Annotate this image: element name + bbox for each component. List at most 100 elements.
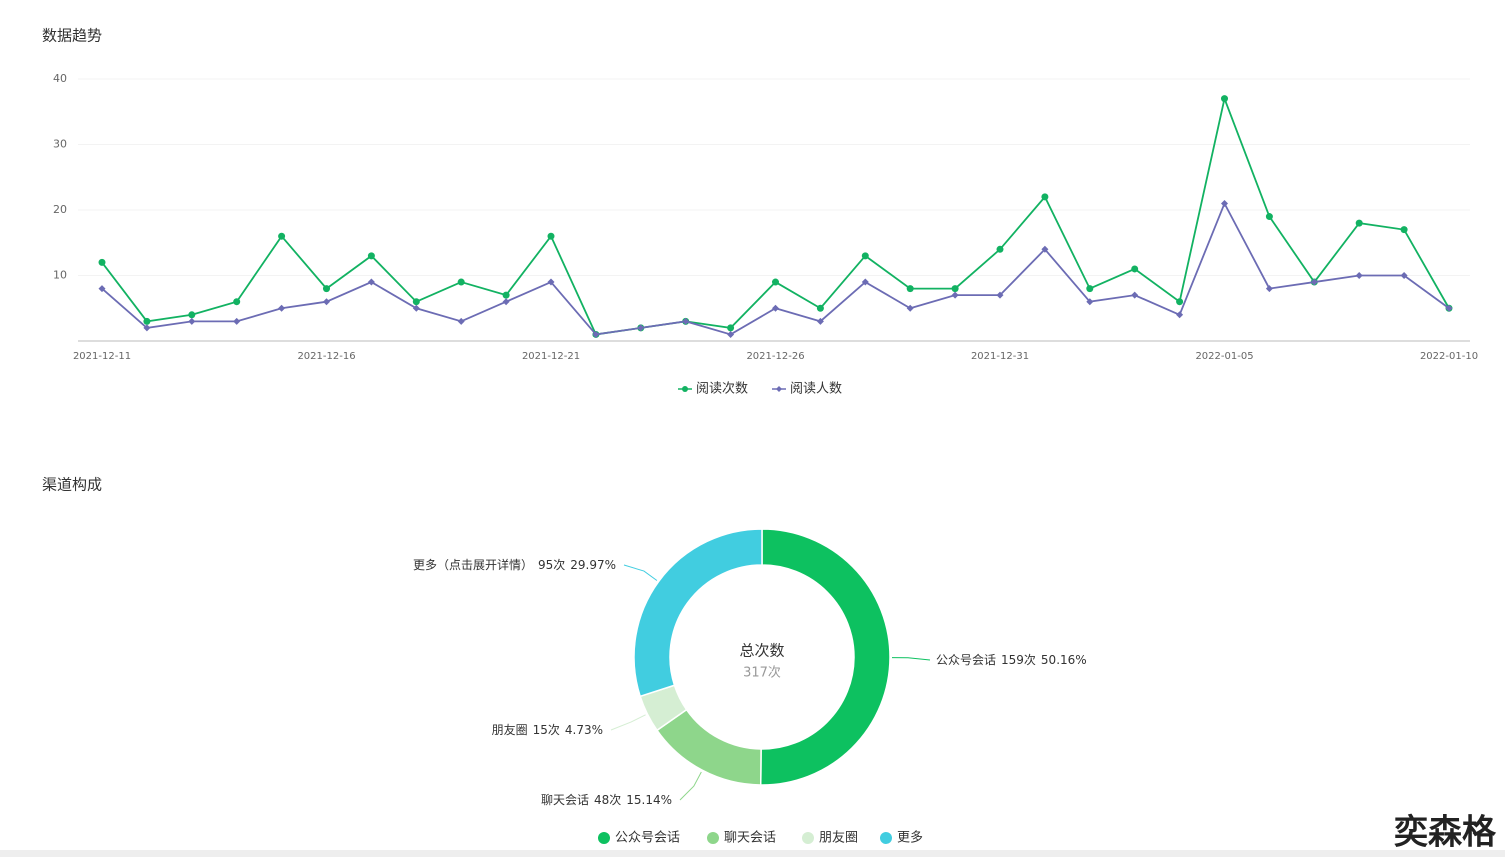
x-tick-label: 2021-12-21 (522, 351, 580, 362)
point (861, 252, 869, 260)
leader-line (610, 714, 646, 731)
slice-label: 聊天会话 48次 15.14% (541, 793, 672, 807)
point (1445, 304, 1453, 312)
slice-label: 公众号会话 159次 50.16% (936, 653, 1087, 667)
point (1400, 226, 1408, 234)
x-tick-label: 2022-01-05 (1195, 351, 1253, 362)
slice-label: 更多（点击展开详情） 95次 29.97% (413, 557, 616, 572)
legend-label: 阅读人数 (790, 382, 842, 397)
x-tick-label: 2021-12-16 (297, 351, 355, 362)
point (772, 278, 779, 286)
slice-label-part: 15次 (533, 723, 560, 737)
point (323, 285, 330, 293)
legend-marker (598, 832, 610, 844)
point (1355, 272, 1363, 279)
point (682, 317, 690, 325)
point (457, 317, 465, 325)
point (951, 291, 959, 299)
section-title: 数据趋势 (42, 27, 102, 45)
point (98, 258, 106, 266)
point (143, 324, 151, 332)
point (233, 298, 241, 306)
point (1400, 272, 1408, 279)
series-line (101, 201, 1450, 336)
legend-marker (776, 386, 782, 392)
center-value: 317次 (743, 665, 781, 681)
point (1310, 278, 1318, 286)
slice-label-part: 朋友圈 (492, 723, 528, 737)
center-title: 总次数 (739, 642, 784, 660)
point (906, 304, 914, 312)
point (727, 324, 735, 332)
point (1041, 193, 1049, 201)
x-tick-label: 2022-01-10 (1420, 351, 1478, 362)
legend-label: 公众号会话 (615, 831, 680, 846)
legend-marker (707, 832, 719, 844)
point (1176, 298, 1184, 306)
legend-label: 更多 (897, 830, 923, 846)
point (816, 304, 824, 312)
point (772, 304, 779, 312)
slice-label: 朋友圈 15次 4.73% (492, 723, 603, 737)
slice-label-part: 29.97% (570, 558, 616, 572)
watermark: 奕森格 (1394, 813, 1497, 853)
point (996, 291, 1004, 299)
x-tick-label: 2021-12-26 (746, 351, 804, 362)
donut-slice (633, 528, 763, 698)
x-tick-label: 2021-12-31 (971, 351, 1029, 362)
slice-label-part: 更多（点击展开详情） (413, 557, 533, 572)
legend-label: 阅读次数 (696, 381, 748, 397)
point (996, 245, 1004, 253)
point (412, 298, 420, 306)
slice-label-part: 聊天会话 (541, 793, 589, 807)
leader-line (623, 564, 658, 581)
slice-label-part: 48次 (594, 793, 621, 807)
point (278, 304, 286, 312)
legend-marker (682, 386, 688, 392)
point (323, 298, 330, 306)
point (1131, 291, 1139, 299)
point (1041, 245, 1049, 253)
point (457, 278, 465, 286)
point (1265, 213, 1273, 221)
point (367, 252, 375, 260)
point (1176, 311, 1184, 319)
donut-slice (656, 708, 762, 786)
leader-line (891, 657, 931, 661)
legend-marker (802, 832, 814, 844)
legend-marker (880, 832, 892, 844)
point (233, 317, 241, 325)
x-tick-label: 2021-12-11 (73, 351, 131, 362)
legend-label: 聊天会话 (724, 831, 776, 846)
point (143, 317, 151, 325)
point (278, 232, 286, 240)
point (1221, 199, 1228, 207)
point (637, 324, 645, 332)
point (592, 330, 600, 338)
slice-label-part: 15.14% (626, 793, 672, 807)
point (1086, 298, 1094, 306)
point (1221, 95, 1228, 103)
point (547, 278, 555, 286)
bottom-strip (0, 850, 1505, 857)
slice-label-part: 95次 (538, 558, 565, 572)
point (1086, 285, 1094, 293)
point (861, 278, 869, 286)
point (502, 291, 510, 299)
point (98, 285, 106, 293)
y-tick-label: 30 (53, 138, 67, 151)
donut-slice (759, 528, 891, 786)
point (547, 232, 555, 240)
y-tick-label: 20 (53, 203, 67, 216)
slice-label-part: 159次 (1001, 653, 1036, 667)
y-tick-label: 10 (53, 269, 67, 282)
legend-label: 朋友圈 (819, 830, 858, 846)
point (502, 298, 510, 306)
point (816, 317, 824, 325)
series-line (101, 95, 1450, 336)
point (1131, 265, 1139, 273)
point (1265, 285, 1273, 293)
slice-label-part: 4.73% (565, 723, 603, 737)
point (906, 285, 914, 293)
